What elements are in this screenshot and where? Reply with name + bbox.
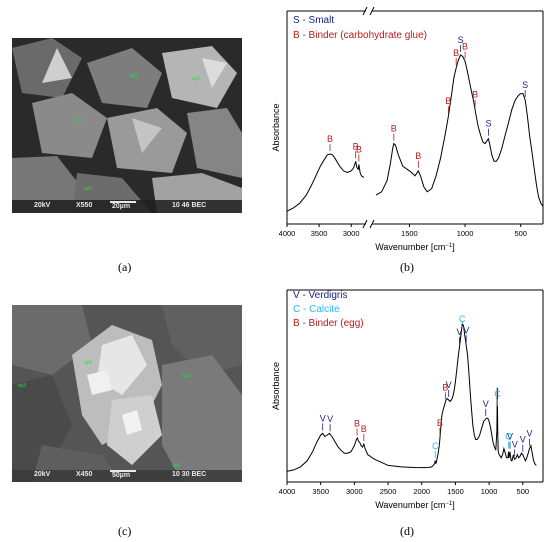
sem-c-mag: X450 bbox=[76, 471, 93, 478]
sem-a-scalebar bbox=[110, 201, 136, 203]
chart-b-peak-label-1: B bbox=[353, 141, 359, 151]
chart-b-peak-label-11: S bbox=[522, 80, 528, 90]
chart-b-break-bottom-1 bbox=[362, 219, 368, 229]
sem-a-spot-3: sp3 bbox=[74, 118, 83, 124]
chart-b-break-bottom-2 bbox=[369, 219, 375, 229]
sem-c-spot-3: sp3 bbox=[18, 383, 27, 389]
chart-d: Absorbance Wavenumber [cm−1] 4000 3500 3000 2… bbox=[265, 282, 550, 522]
chart-b-xlabel: Wavenumber [cm−1] bbox=[375, 242, 455, 252]
chart-b-peak-label-4: B bbox=[415, 151, 421, 161]
sem-image-a: 20kV X550 20µm 10 46 BEC sp1 sp2 sp3 sp4 bbox=[12, 38, 242, 213]
chart-d-peak-label-16: V bbox=[520, 435, 526, 445]
chart-d-ylabel: Absorbance bbox=[271, 362, 281, 410]
chart-d-legend-1: V - Verdigris bbox=[293, 290, 348, 301]
chart-b-xtick-label-5: 500 bbox=[514, 229, 527, 238]
sem-a-mag: X550 bbox=[76, 202, 93, 209]
chart-d-peak-label-13: C bbox=[505, 432, 512, 442]
sem-a-spot-4: sp4 bbox=[84, 186, 93, 192]
chart-b-peak-label-0: B bbox=[327, 134, 333, 144]
sem-c-kv: 20kV bbox=[34, 471, 51, 478]
chart-d-xtick-label-1: 3500 bbox=[312, 487, 329, 496]
chart-d-xtick-label-2: 3000 bbox=[346, 487, 363, 496]
chart-b-peak-label-6: B bbox=[453, 48, 459, 58]
chart-d-peak-label-5: B bbox=[437, 418, 443, 428]
chart-d-peak-label-0: V bbox=[320, 413, 326, 423]
chart-b-peak-label-5: B bbox=[445, 96, 451, 106]
chart-d-peak-label-15: V bbox=[512, 439, 518, 449]
chart-d-peak-label-17: V bbox=[527, 429, 533, 439]
chart-d-legend-2: C - Calcite bbox=[293, 304, 340, 315]
panel-label-b: (b) bbox=[400, 260, 414, 274]
sem-a-scale: 20µm bbox=[112, 203, 131, 210]
chart-b-xtick-label-2: 3000 bbox=[343, 229, 360, 238]
sem-c-spot-1: sp1 bbox=[84, 360, 93, 366]
chart-d-peak-label-12: C bbox=[494, 389, 501, 399]
sem-a-spot-1: sp1 bbox=[130, 73, 139, 79]
chart-d-peak-label-8: V bbox=[456, 327, 462, 337]
chart-d-xtick-label-7: 500 bbox=[517, 487, 530, 496]
chart-b-break-top-2 bbox=[369, 6, 375, 16]
chart-d-xtick-label-3: 2500 bbox=[380, 487, 397, 496]
sem-c-spot-2: sp2 bbox=[182, 373, 191, 379]
chart-d-peak-label-3: B bbox=[361, 424, 367, 434]
chart-d-peak-label-14: V bbox=[507, 432, 513, 442]
chart-d-peak-label-11: V bbox=[483, 399, 489, 409]
chart-b-svg: Absorbance Wavenumber [cm−1] 4000 3500 3000 1… bbox=[271, 6, 544, 252]
chart-d-xtick-label-5: 1500 bbox=[447, 487, 464, 496]
sem-a-kv: 20kV bbox=[34, 202, 51, 209]
chart-b-peak-label-2: B bbox=[356, 144, 362, 154]
chart-d-svg: Absorbance Wavenumber [cm−1] 4000 3500 3000 2… bbox=[271, 289, 544, 510]
chart-b-peak-label-3: B bbox=[391, 124, 397, 134]
chart-b-xtick-label-0: 4000 bbox=[279, 229, 296, 238]
chart-b-peak-label-7: S bbox=[458, 35, 464, 45]
chart-b-xtick-label-1: 3500 bbox=[311, 229, 328, 238]
chart-b-spectrum-left bbox=[286, 153, 365, 212]
chart-d-xtick-label-6: 1000 bbox=[481, 487, 498, 496]
chart-d-xlabel: Wavenumber [cm−1] bbox=[375, 500, 455, 510]
chart-d-peak-label-10: V bbox=[463, 325, 469, 335]
sem-c-code: 10 30 BEC bbox=[172, 471, 207, 478]
sem-image-c: 20kV X450 50µm 10 30 BEC sp1 sp2 sp3 sp4 bbox=[12, 305, 242, 482]
panel-label-a: (a) bbox=[118, 260, 132, 274]
chart-d-xtick-label-0: 4000 bbox=[279, 487, 296, 496]
chart-b-spectrum-right bbox=[375, 54, 544, 207]
chart-b-xtick-label-3: 1500 bbox=[401, 229, 418, 238]
chart-b-legend-1: S - Smalt bbox=[293, 15, 335, 26]
chart-b-xtick-label-4: 1000 bbox=[457, 229, 474, 238]
chart-d-peak-label-7: V bbox=[446, 380, 452, 390]
chart-b-peak-label-9: B bbox=[472, 90, 478, 100]
sem-c-texture bbox=[12, 305, 242, 482]
chart-b-peak-label-10: S bbox=[485, 119, 491, 129]
chart-b-legend-2: B - Binder (carbohydrate glue) bbox=[293, 30, 427, 41]
sem-c-spot-4: sp4 bbox=[172, 463, 181, 469]
chart-d-legend-3: B - Binder (egg) bbox=[293, 318, 364, 329]
panel-label-d: (d) bbox=[400, 524, 414, 538]
sem-c-scale: 50µm bbox=[112, 472, 131, 479]
chart-d-peak-label-1: V bbox=[327, 414, 333, 424]
chart-b-break-top-1 bbox=[362, 6, 368, 16]
sem-a-code: 10 46 BEC bbox=[172, 202, 207, 209]
chart-d-peak-label-9: C bbox=[459, 314, 466, 324]
chart-d-xtick-label-4: 2000 bbox=[413, 487, 430, 496]
chart-d-peak-label-4: C bbox=[432, 441, 439, 451]
chart-d-peak-label-2: B bbox=[354, 419, 360, 429]
chart-d-peak-label-6: B bbox=[442, 382, 448, 392]
chart-b-ylabel: Absorbance bbox=[271, 103, 281, 151]
chart-d-spectrum bbox=[286, 322, 537, 472]
sem-a-spot-2: sp2 bbox=[192, 76, 201, 82]
panel-label-c: (c) bbox=[118, 524, 132, 538]
sem-c-scalebar bbox=[110, 470, 136, 472]
chart-b: Absorbance Wavenumber [cm−1] 4000 3500 3000 1… bbox=[265, 6, 550, 256]
chart-b-peak-label-8: B bbox=[462, 41, 468, 51]
sem-a-texture bbox=[12, 38, 242, 213]
